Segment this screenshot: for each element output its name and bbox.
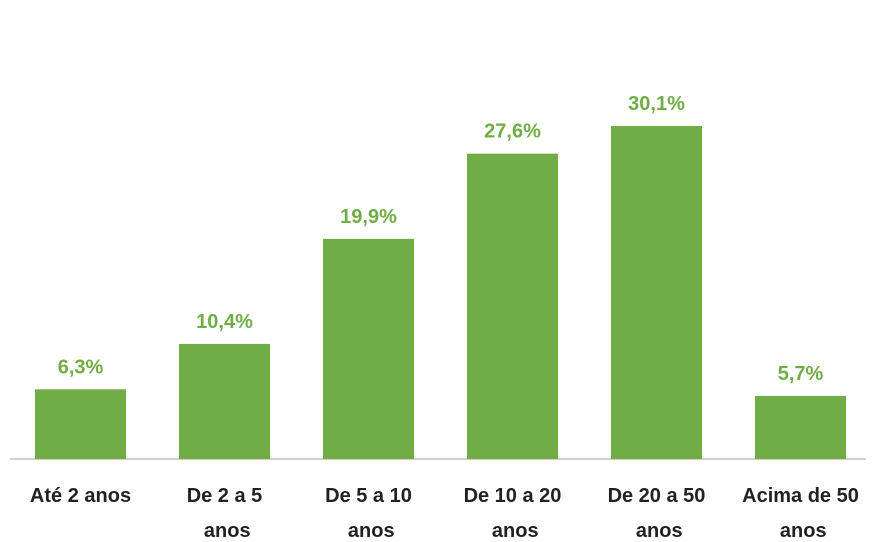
x-tick-label: De 2 a 5 anos	[187, 485, 263, 542]
data-label: 5,7%	[778, 363, 824, 385]
data-label: 30,1%	[628, 93, 685, 115]
bar	[611, 126, 702, 459]
x-tick-label: Até 2 anos	[30, 485, 131, 507]
bar	[323, 238, 414, 459]
bar	[35, 389, 126, 459]
data-label: 6,3%	[58, 356, 104, 378]
x-tick-label: De 5 a 10 anos	[325, 485, 412, 542]
bar	[755, 395, 846, 459]
data-label: 27,6%	[484, 121, 541, 143]
bar	[467, 153, 558, 459]
bar	[179, 343, 270, 459]
data-label: 19,9%	[340, 206, 397, 228]
data-label: 10,4%	[196, 311, 253, 333]
x-tick-label: Acima de 50 anos	[742, 485, 859, 542]
x-tick-label: De 20 a 50 anos	[608, 485, 706, 542]
x-tick-label: De 10 a 20 anos	[464, 485, 562, 542]
